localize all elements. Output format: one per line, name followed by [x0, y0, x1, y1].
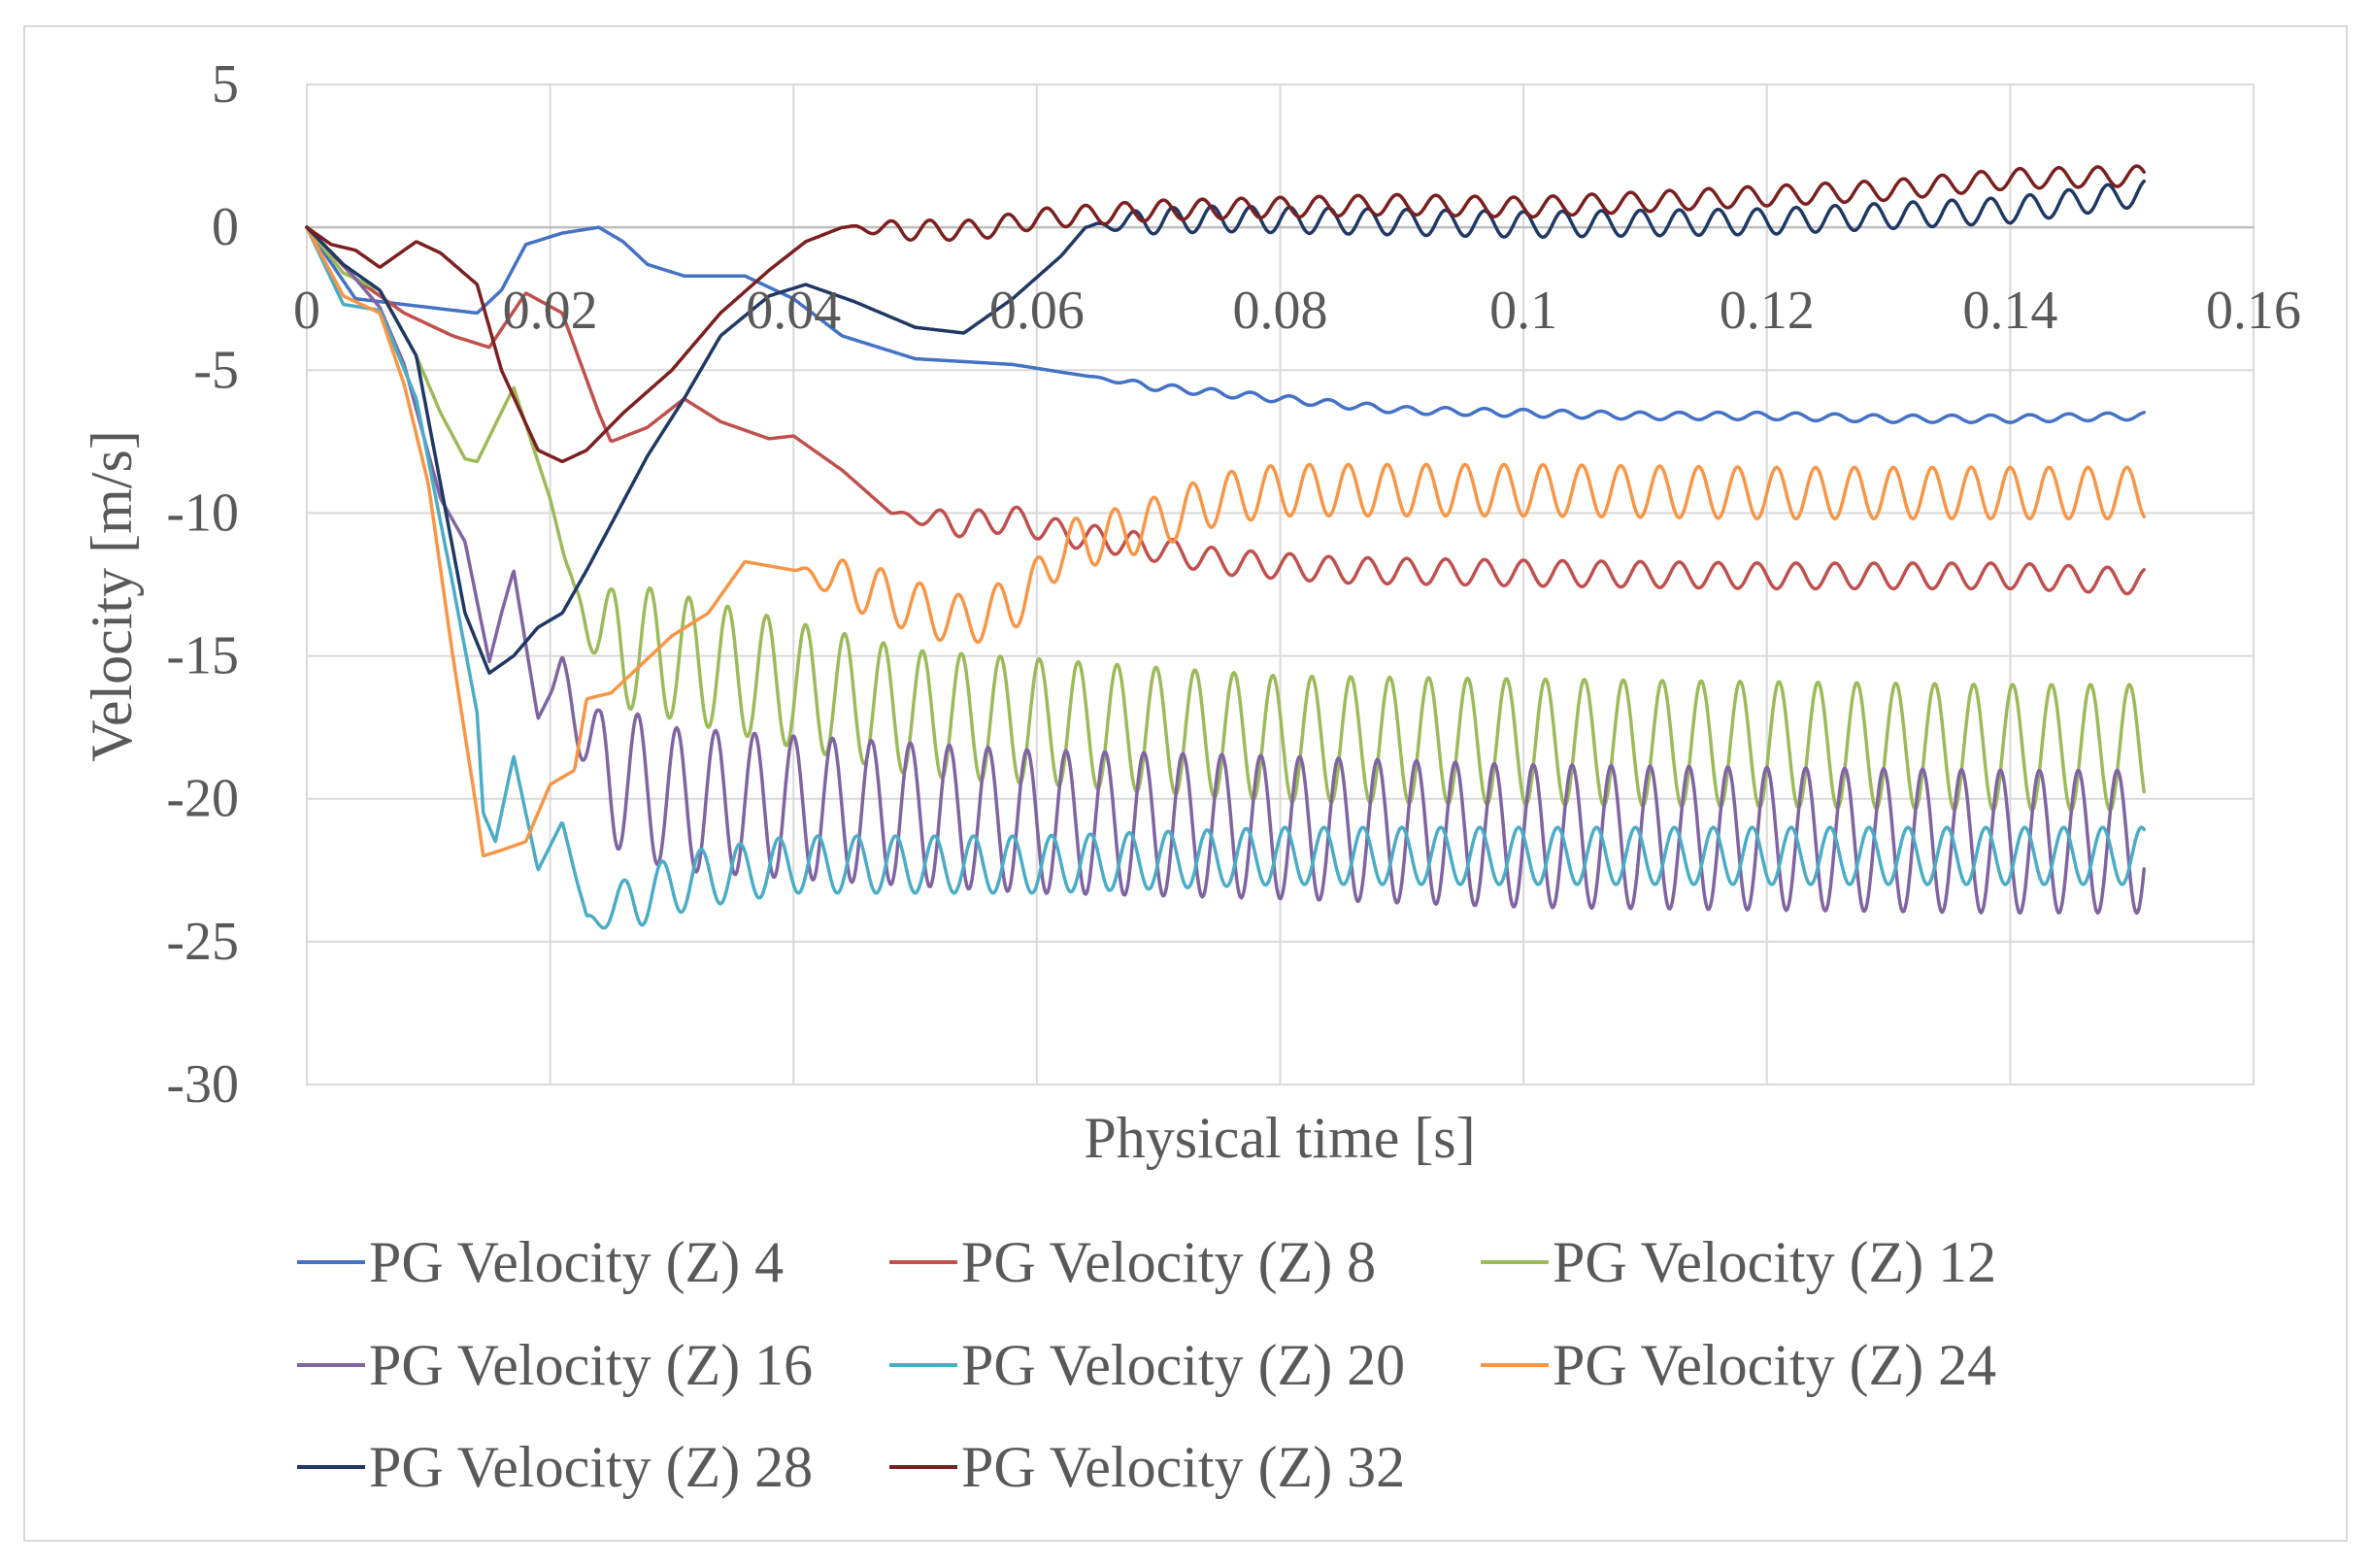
- series-line-3: [305, 225, 2146, 916]
- series-line-0: [305, 225, 2146, 424]
- x-tick-label: 0: [293, 281, 320, 341]
- y-tick-label: -15: [166, 626, 239, 686]
- x-tick-label: 0.08: [1233, 281, 1328, 341]
- x-tick-label: 0.16: [2206, 281, 2301, 341]
- y-tick-label: -10: [166, 483, 239, 543]
- y-axis-title: Velocity [m/s]: [80, 430, 144, 762]
- y-axis-ticks: 5 0 -5 -10 -15 -20 -25 -30: [166, 54, 239, 1115]
- x-tick-label: 0.06: [989, 281, 1085, 341]
- legend: PG Velocity (Z) 4 PG Velocity (Z) 8 PG Vel…: [297, 1230, 1996, 1499]
- y-tick-label: -5: [193, 340, 239, 400]
- legend-label: PG Velocity (Z) 20: [961, 1333, 1405, 1397]
- y-tick-label: 0: [212, 197, 239, 257]
- y-tick-label: 5: [212, 54, 239, 115]
- legend-label: PG Velocity (Z) 16: [369, 1333, 813, 1397]
- series-line-6: [305, 179, 2146, 675]
- series-line-5: [305, 225, 2146, 857]
- legend-label: PG Velocity (Z) 28: [369, 1435, 813, 1499]
- y-tick-label: -30: [166, 1054, 239, 1115]
- legend-label: PG Velocity (Z) 24: [1553, 1333, 1996, 1397]
- legend-label: PG Velocity (Z) 4: [369, 1230, 784, 1294]
- legend-label: PG Velocity (Z) 12: [1553, 1230, 1996, 1294]
- series-lines: [305, 164, 2146, 930]
- x-tick-label: 0.14: [1962, 281, 2057, 341]
- series-line-7: [305, 164, 2146, 463]
- series-line-4: [305, 225, 2146, 930]
- x-tick-label: 0.02: [503, 281, 598, 341]
- series-line-1: [305, 225, 2146, 596]
- gridlines: [306, 83, 2255, 1085]
- x-tick-label: 0.04: [746, 281, 841, 341]
- y-tick-label: -20: [166, 769, 239, 829]
- legend-label: PG Velocity (Z) 8: [961, 1230, 1376, 1294]
- y-tick-label: -25: [166, 912, 239, 972]
- x-tick-label: 0.1: [1489, 281, 1557, 341]
- legend-label: PG Velocity (Z) 32: [961, 1435, 1405, 1499]
- x-tick-label: 0.12: [1720, 281, 1815, 341]
- x-axis-ticks: 0 0.02 0.04 0.06 0.08 0.1 0.12 0.14 0.16: [293, 281, 2301, 341]
- x-axis-title: Physical time [s]: [1084, 1106, 1475, 1170]
